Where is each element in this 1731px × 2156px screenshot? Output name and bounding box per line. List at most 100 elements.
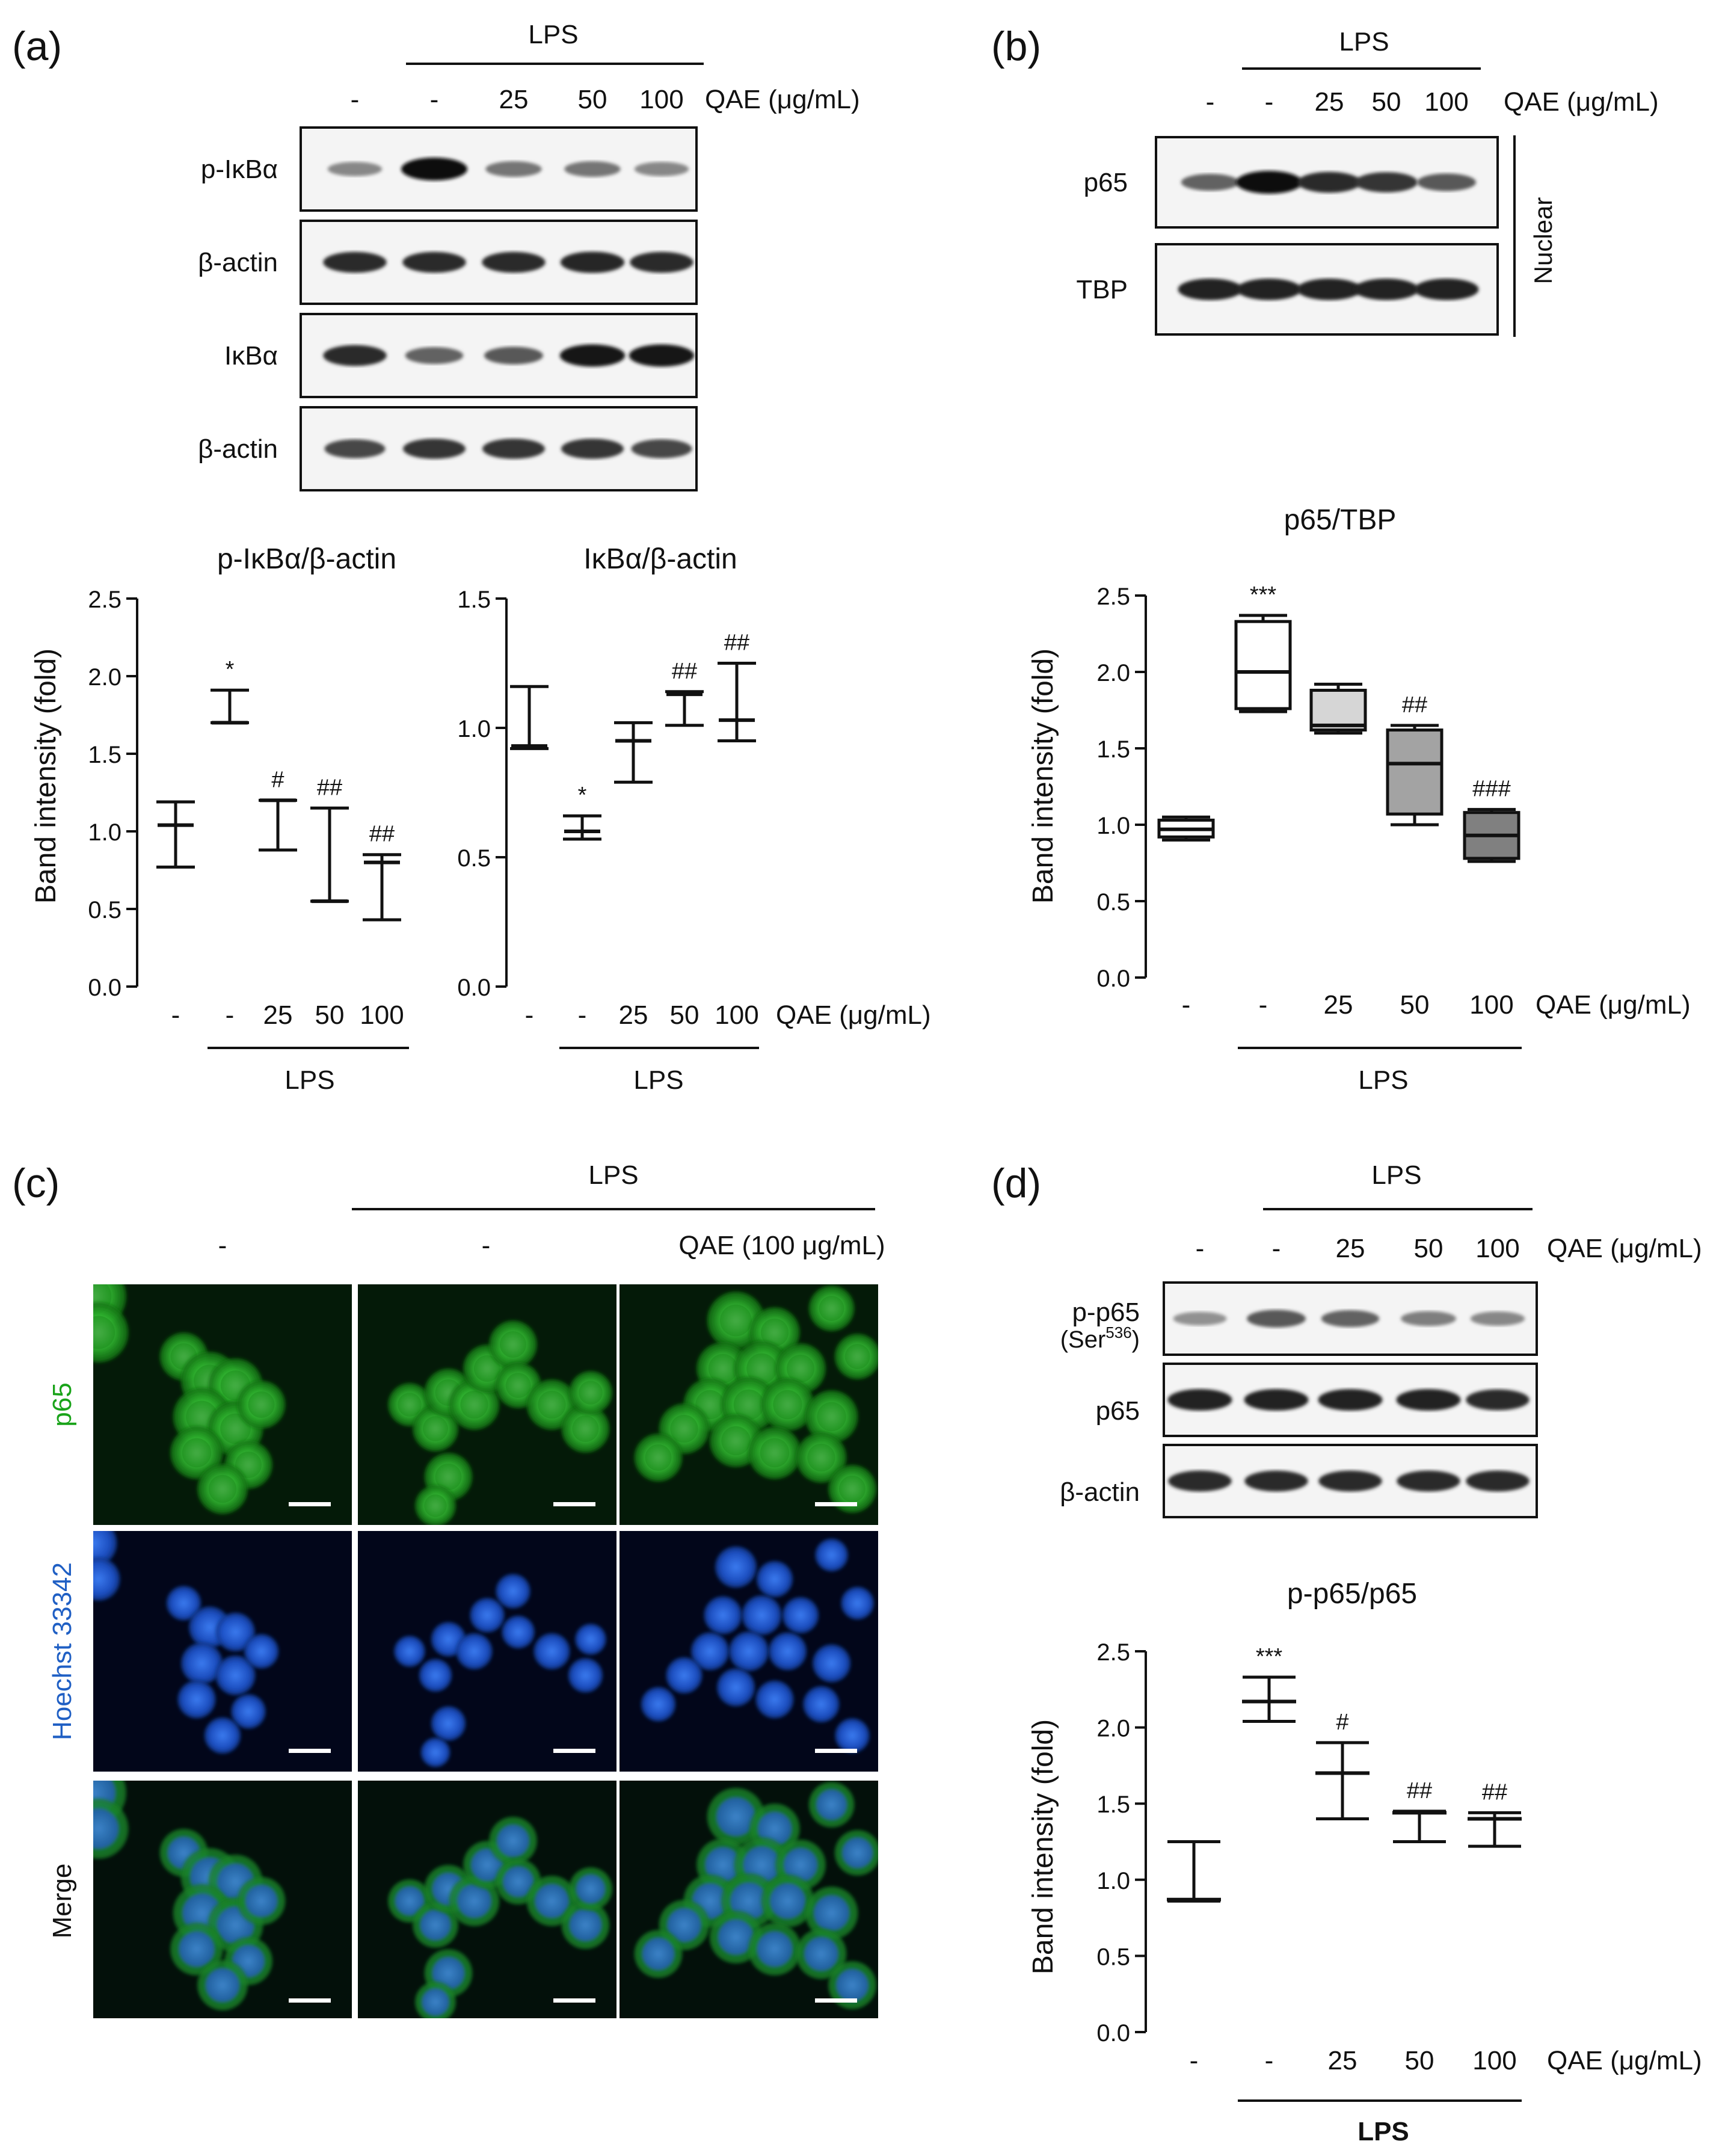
scale-bar	[553, 1502, 595, 1506]
micrograph-hoechst	[620, 1531, 878, 1772]
y-tick-label: 2.5	[88, 587, 121, 613]
cell-nucleus	[500, 1331, 526, 1358]
cell-nucleus	[248, 1391, 275, 1418]
x-tick-label: -	[171, 1000, 180, 1030]
chart-b-qae: QAE (μg/mL)	[1536, 990, 1691, 1020]
panel-d-label: (d)	[991, 1160, 1041, 1206]
nucleus	[804, 1936, 838, 1971]
chart-d: 0.00.51.01.52.02.5- -25 50 100***### ##	[1096, 1639, 1522, 2075]
blot-band	[1470, 1311, 1525, 1326]
nucleus	[718, 1919, 754, 1955]
panel-c-row-hoechst: Hoechst 33342	[48, 1562, 77, 1740]
nucleus	[816, 1789, 847, 1820]
significance-label: ***	[1256, 1644, 1283, 1669]
treatment-label: 50	[1414, 1234, 1444, 1263]
panel-c: (c) LPS - - QAE (100 μg/mL) p65 Hoechst …	[12, 1160, 885, 2022]
nucleus	[803, 1686, 840, 1723]
blot-row-label: TBP	[1076, 275, 1128, 304]
scale-bar	[553, 1749, 595, 1753]
blot-row: p-p65	[1072, 1281, 1538, 1356]
box-mark: ##	[1468, 1779, 1522, 1848]
y-tick-label: 0.0	[457, 975, 491, 1001]
panel-d-blot: p-p65 p65 β-actin	[1060, 1281, 1538, 1518]
scale-bar	[289, 1749, 331, 1753]
nucleus	[420, 1737, 450, 1767]
blot-band	[564, 161, 621, 177]
y-tick-label: 0.5	[1096, 1944, 1130, 1970]
blot-band	[1354, 279, 1419, 300]
cell-nucleus	[839, 1476, 865, 1502]
box-mark: ##	[718, 630, 756, 742]
x-tick-label: 50	[1400, 990, 1430, 1020]
nucleus	[841, 1837, 873, 1868]
panel-c-col1-label: -	[218, 1231, 227, 1260]
micrograph-merge	[93, 1781, 352, 2021]
x-tick-label: -	[1190, 2046, 1199, 2075]
significance-label: #	[1336, 1710, 1348, 1735]
panel-a-treatment-labels: - - 25 50 100	[351, 85, 684, 114]
cell-nucleus	[721, 1426, 751, 1456]
nucleus	[812, 1644, 851, 1683]
panel-c-row-p65: p65	[48, 1382, 77, 1426]
x-tick-label: -	[578, 1000, 587, 1030]
blot-band	[405, 346, 464, 365]
cell-nucleus	[572, 1415, 599, 1442]
nucleus	[432, 1956, 465, 1990]
nucleus	[742, 1595, 782, 1636]
y-tick-label: 0.5	[88, 897, 121, 923]
blot-band	[1466, 1389, 1530, 1411]
y-tick-label: 0.0	[88, 975, 121, 1001]
blot-band	[323, 251, 387, 273]
treatment-label: -	[351, 85, 360, 114]
nucleus	[716, 1668, 755, 1707]
box-mark: ##	[1386, 692, 1444, 827]
x-tick-label: -	[1259, 990, 1268, 1020]
nucleus	[755, 1680, 794, 1719]
nucleus	[431, 1706, 466, 1741]
box-mark: #	[1315, 1710, 1370, 1821]
nucleus	[205, 1968, 240, 2003]
x-tick-label: 100	[360, 1000, 404, 1030]
significance-label: *	[226, 657, 235, 682]
treatment-label: -	[1272, 1234, 1281, 1263]
scale-bar	[815, 1749, 857, 1753]
cell-nucleus	[819, 1296, 844, 1321]
panel-b-blot: p65 TBP	[1076, 136, 1499, 336]
nucleus	[533, 1633, 570, 1670]
significance-label: ***	[1250, 582, 1277, 608]
significance-label: ##	[369, 822, 395, 847]
blot-row: p65	[1096, 1363, 1538, 1437]
blot-row-label: p65	[1096, 1396, 1140, 1426]
blot-band	[323, 345, 387, 366]
treatment-label: 50	[578, 85, 607, 114]
blot-band	[482, 439, 545, 459]
chart-d-ylabel: Band intensity (fold)	[1027, 1719, 1059, 1974]
x-tick-label: 25	[1328, 2046, 1357, 2075]
blot-band	[1321, 1310, 1380, 1328]
box-mark: ##	[363, 822, 401, 922]
x-tick-label: -	[226, 1000, 235, 1030]
blot-band	[1168, 1470, 1232, 1492]
blot-band	[401, 158, 467, 180]
chart-a1-lps: LPS	[284, 1065, 334, 1095]
treatment-label: -	[1265, 87, 1274, 117]
panel-c-label: (c)	[12, 1160, 60, 1206]
chart-a1-ylabel: Band intensity (fold)	[30, 648, 62, 904]
x-tick-label: -	[525, 1000, 534, 1030]
scale-bar	[553, 1998, 595, 2003]
box-mark: ***	[1242, 1644, 1296, 1723]
blot-band	[1318, 1389, 1383, 1411]
panel-d-row1-sub: (Ser536)	[1060, 1323, 1140, 1353]
cell-nucleus	[423, 1416, 448, 1441]
box-mark	[1157, 815, 1215, 842]
box-mark: *	[211, 657, 249, 725]
blot-band	[485, 161, 542, 177]
nucleus	[782, 1597, 819, 1634]
nucleus	[216, 1612, 255, 1652]
panel-a-label: (a)	[12, 23, 62, 69]
nucleus	[666, 1657, 703, 1694]
blot-row: β-actin	[198, 406, 698, 491]
cell-nucleus	[760, 1318, 789, 1347]
chart-a1: 0.00.51.01.52.02.5- -25 50 100*# ####	[88, 587, 404, 1030]
cell-nucleus	[235, 1452, 262, 1478]
